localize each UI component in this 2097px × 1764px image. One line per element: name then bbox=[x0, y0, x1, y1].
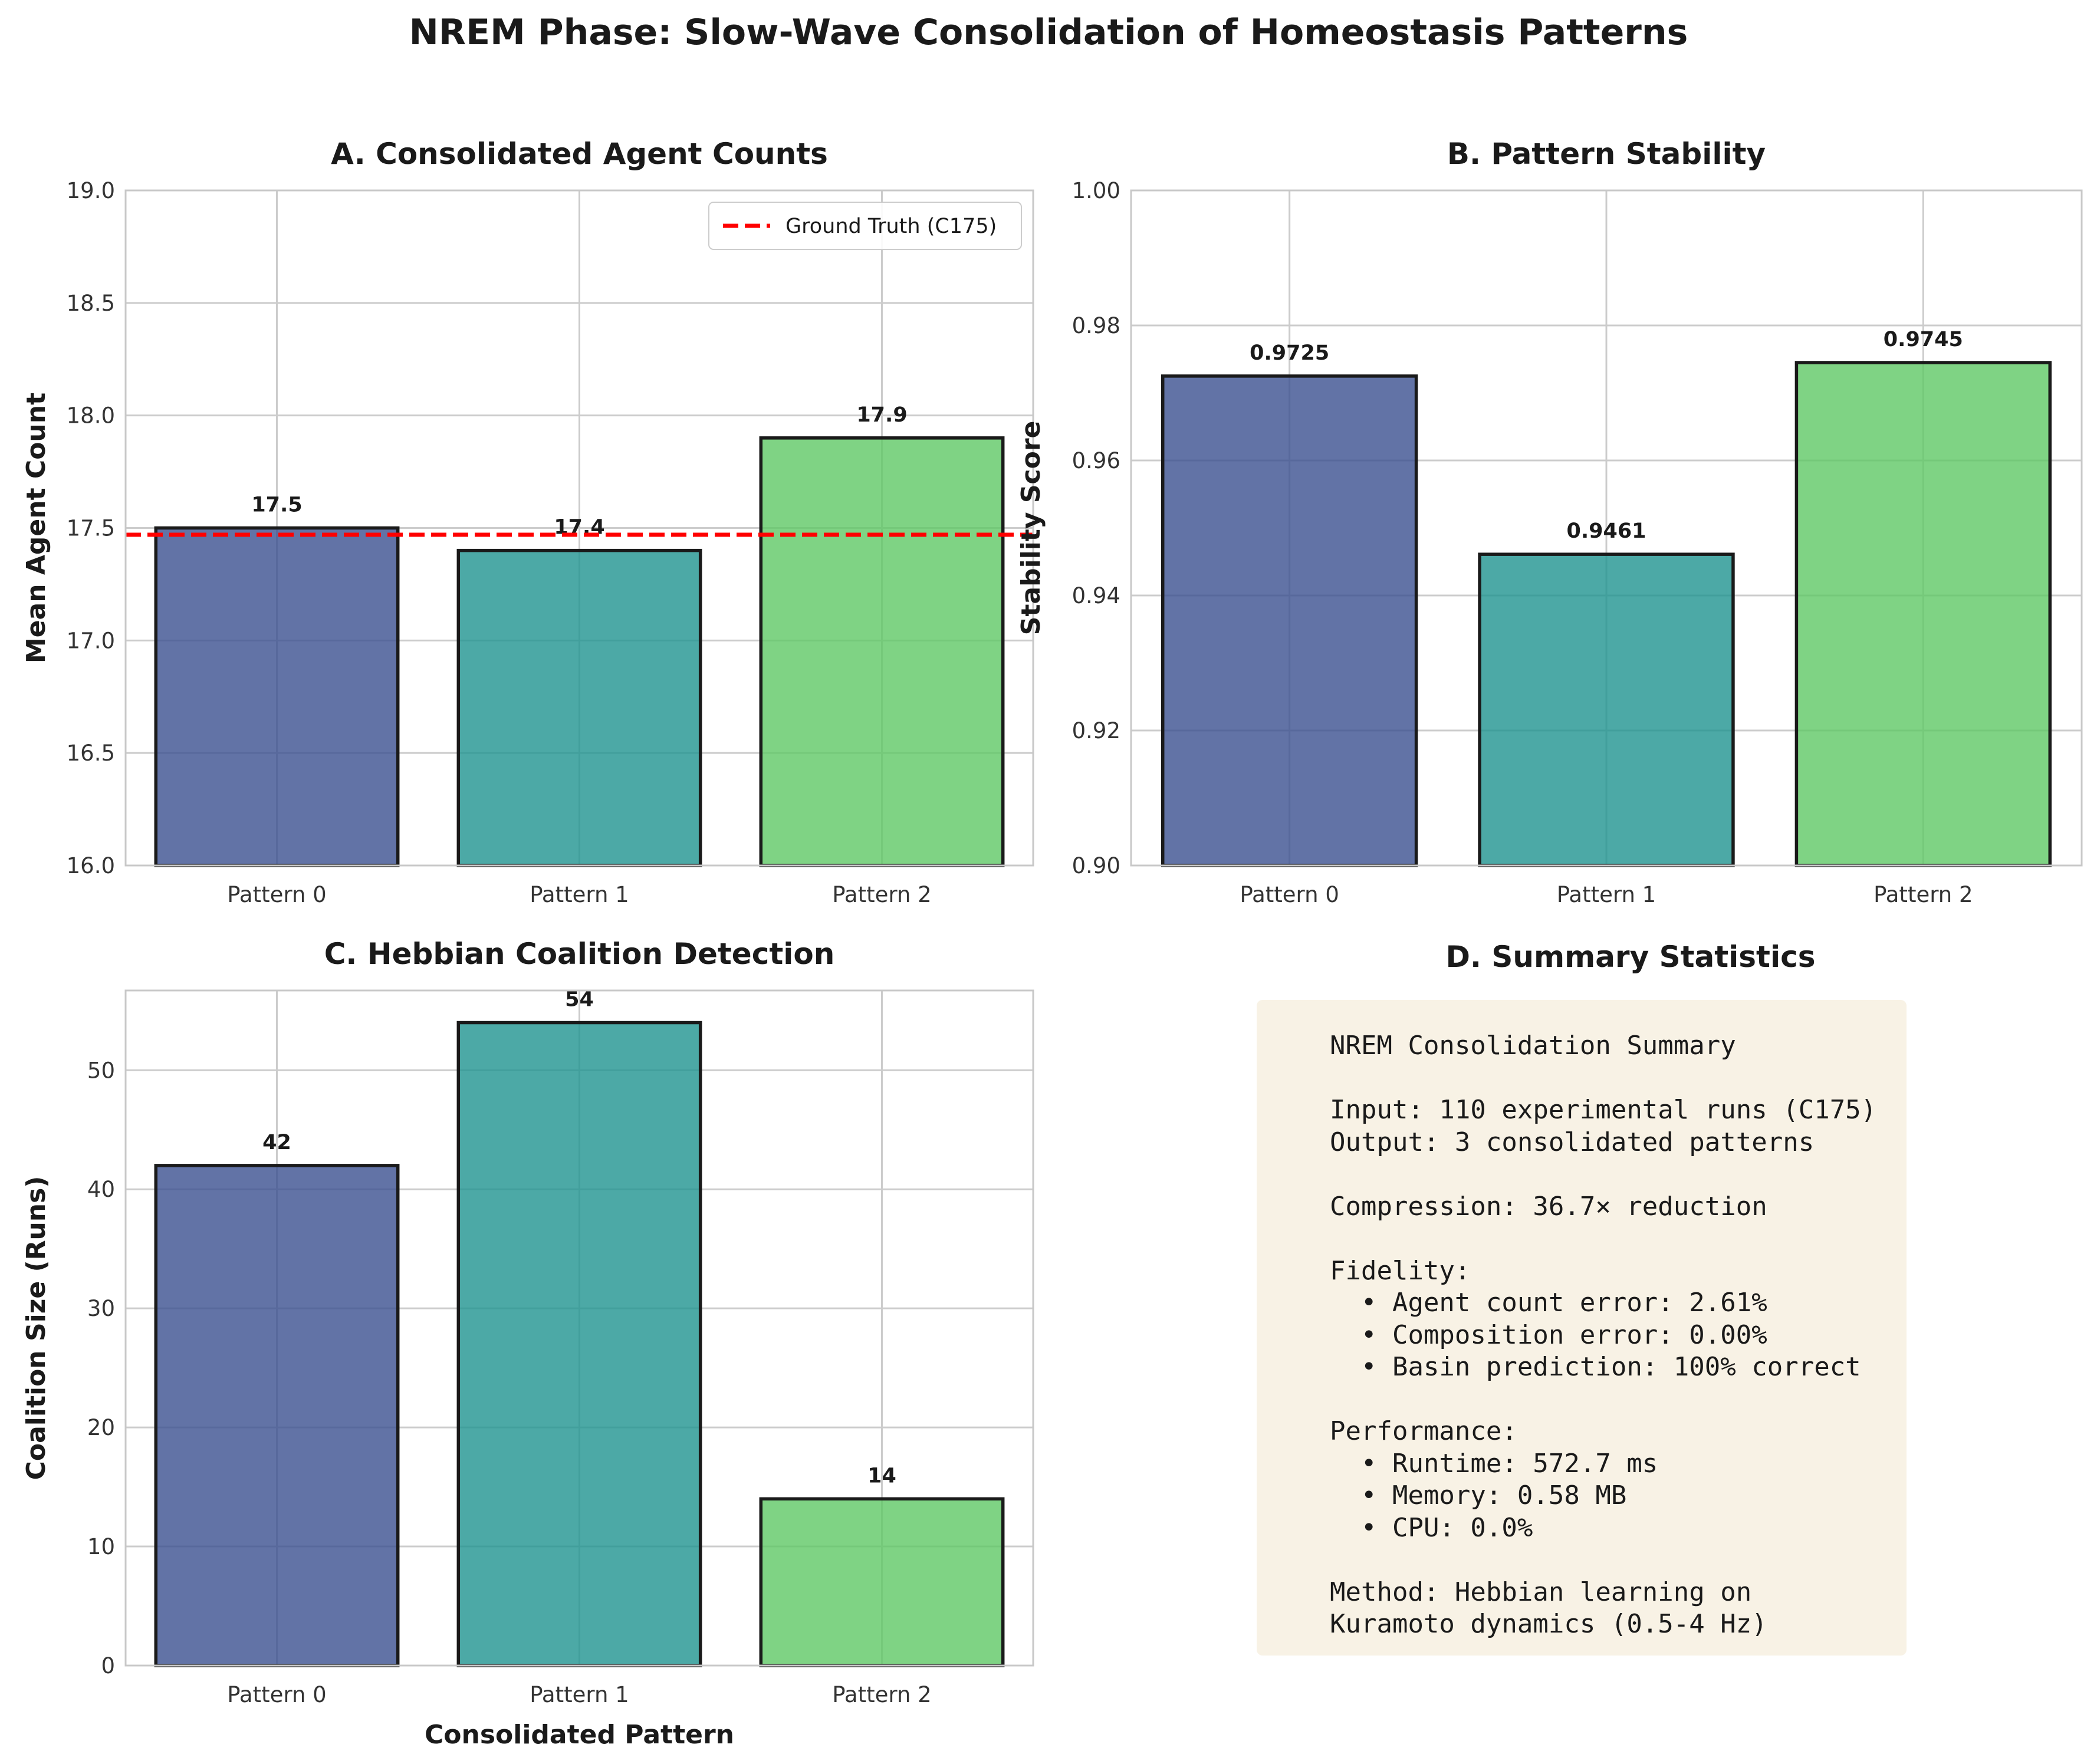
summary-line: Compression: 36.7× reduction bbox=[1330, 1191, 1767, 1222]
x-tick-label: Pattern 2 bbox=[1874, 882, 1973, 907]
y-tick-label: 40 bbox=[87, 1177, 115, 1202]
legend-label: Ground Truth (C175) bbox=[785, 215, 997, 238]
x-tick-label: Pattern 2 bbox=[832, 1682, 931, 1707]
x-tick-label: Pattern 0 bbox=[1240, 882, 1339, 907]
summary-line: • Memory: 0.58 MB bbox=[1330, 1480, 1627, 1510]
y-axis-label: Stability Score bbox=[1016, 421, 1046, 636]
panel-title: C. Hebbian Coalition Detection bbox=[324, 937, 835, 971]
y-tick-label: 0.90 bbox=[1072, 853, 1120, 878]
panel-d-title: D. Summary Statistics bbox=[1445, 940, 1815, 974]
y-tick-label: 0.96 bbox=[1072, 448, 1120, 473]
bar-pattern-1 bbox=[456, 1021, 702, 1667]
plot-frame bbox=[124, 989, 1034, 1667]
summary-line: Fidelity: bbox=[1330, 1255, 1471, 1286]
x-tick-label: Pattern 0 bbox=[227, 1682, 326, 1707]
summary-line: Input: 110 experimental runs (C175) bbox=[1330, 1095, 1877, 1125]
bar-pattern-2 bbox=[1794, 361, 2052, 867]
panel-title: B. Pattern Stability bbox=[1447, 137, 1766, 171]
bar-pattern-0 bbox=[154, 526, 400, 867]
summary-line: • Agent count error: 2.61% bbox=[1330, 1288, 1767, 1318]
bar-pattern-2 bbox=[759, 1497, 1005, 1667]
bar-pattern-0 bbox=[1161, 374, 1418, 867]
summary-line: NREM Consolidation Summary bbox=[1330, 1031, 1736, 1061]
y-tick-label: 18.0 bbox=[67, 403, 115, 429]
legend: Ground Truth (C175) bbox=[708, 202, 1022, 250]
y-tick-label: 0.94 bbox=[1072, 583, 1120, 608]
x-tick-label: Pattern 1 bbox=[1557, 882, 1656, 907]
summary-line: • Basin prediction: 100% correct bbox=[1330, 1352, 1861, 1382]
bar-value-label: 42 bbox=[262, 1131, 291, 1154]
summary-statistics-box: NREM Consolidation Summary Input: 110 exp… bbox=[1257, 1000, 1907, 1656]
bar-pattern-2 bbox=[759, 436, 1005, 867]
summary-line: • CPU: 0.0% bbox=[1330, 1512, 1533, 1543]
summary-line: Output: 3 consolidated patterns bbox=[1330, 1127, 1815, 1157]
x-tick-label: Pattern 0 bbox=[227, 882, 326, 907]
y-tick-label: 0.98 bbox=[1072, 313, 1120, 338]
panel-c-coalition-detection: 42 54 14 0 10 20 30 40 50 Pattern 0 Pattern 1 Patte… bbox=[21, 937, 1034, 1750]
x-axis-label: Consolidated Pattern bbox=[425, 1720, 734, 1750]
y-tick-label: 0.92 bbox=[1072, 718, 1120, 743]
summary-line: Method: Hebbian learning on bbox=[1330, 1577, 1752, 1607]
y-tick-label: 17.5 bbox=[67, 516, 115, 541]
panel-title: A. Consolidated Agent Counts bbox=[331, 137, 828, 171]
bar-value-label: 54 bbox=[565, 988, 594, 1012]
y-tick-label: 10 bbox=[87, 1534, 115, 1559]
bar-value-label: 14 bbox=[867, 1464, 896, 1487]
y-tick-label: 16.0 bbox=[67, 853, 115, 878]
bar-value-label: 0.9461 bbox=[1566, 519, 1646, 543]
x-tick-label: Pattern 1 bbox=[530, 1682, 629, 1707]
bar-pattern-1 bbox=[1478, 552, 1735, 867]
y-tick-label: 20 bbox=[87, 1415, 115, 1440]
summary-line: Kuramoto dynamics (0.5-4 Hz) bbox=[1330, 1609, 1767, 1639]
figure-title: NREM Phase: Slow-Wave Consolidation of H… bbox=[409, 12, 1688, 53]
bar-value-label: 17.9 bbox=[856, 403, 907, 427]
summary-line: • Runtime: 572.7 ms bbox=[1330, 1448, 1658, 1479]
y-tick-label: 50 bbox=[87, 1058, 115, 1083]
bar-value-label: 0.9745 bbox=[1884, 328, 1963, 351]
y-axis-label: Coalition Size (Runs) bbox=[21, 1176, 51, 1480]
y-axis-label: Mean Agent Count bbox=[21, 393, 51, 663]
y-tick-label: 19.0 bbox=[67, 178, 115, 203]
x-tick-label: Pattern 2 bbox=[832, 882, 931, 907]
plot-frame bbox=[124, 189, 1034, 867]
plot-frame bbox=[1130, 189, 2083, 867]
y-tick-label: 18.5 bbox=[67, 291, 115, 316]
bar-pattern-0 bbox=[154, 1164, 400, 1667]
y-tick-label: 30 bbox=[87, 1296, 115, 1321]
y-tick-label: 1.00 bbox=[1072, 178, 1120, 203]
y-tick-label: 16.5 bbox=[67, 741, 115, 766]
summary-line: • Composition error: 0.00% bbox=[1330, 1319, 1767, 1350]
bar-pattern-1 bbox=[456, 548, 702, 867]
bar-value-label: 17.5 bbox=[251, 493, 302, 517]
summary-line: Performance: bbox=[1330, 1416, 1517, 1446]
panel-b-pattern-stability: 0.9725 0.9461 0.9745 0.90 0.92 0.94 0.96 0.98 1.… bbox=[1016, 137, 2083, 907]
bar-value-label: 0.9725 bbox=[1250, 341, 1329, 365]
legend-frame bbox=[708, 202, 1022, 250]
x-tick-label: Pattern 1 bbox=[530, 882, 629, 907]
y-tick-label: 0 bbox=[101, 1653, 115, 1679]
y-tick-label: 17.0 bbox=[67, 628, 115, 653]
